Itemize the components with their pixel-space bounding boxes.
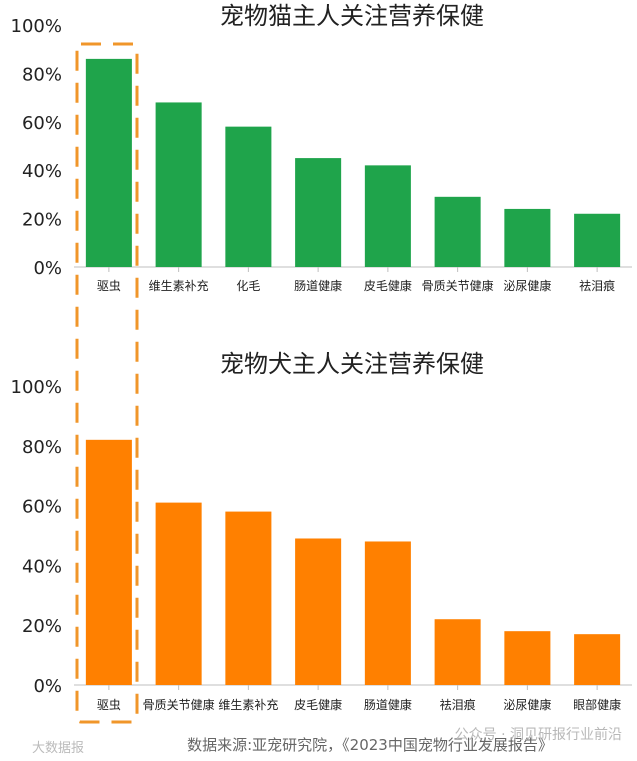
dog-bar [574, 634, 621, 685]
dog-bar [434, 619, 481, 685]
watermark-text: 公众号 · 洞见研报行业前沿 [455, 726, 622, 743]
cat-category-label: 驱虫 [97, 279, 121, 293]
cat-chart-panel: 宠物猫主人关注营养保健 0% 20% 40% 60% 80% 100% 驱虫 维生素补充 化毛 肠… [11, 2, 632, 293]
watermark-logo-text: 大数据报 [32, 741, 84, 756]
dog-ytick-label: 40% [22, 556, 62, 577]
cat-ytick-label: 40% [22, 161, 62, 182]
dog-bar [85, 439, 132, 685]
dog-category-label: 眼部健康 [573, 697, 621, 712]
cat-bar [574, 213, 621, 267]
cat-bar [155, 102, 202, 267]
dog-category-label: 肠道健康 [364, 697, 412, 712]
dog-bar [295, 538, 342, 685]
cat-ytick-label: 0% [33, 258, 62, 279]
cat-category-label: 维生素补充 [149, 278, 209, 293]
cat-bar [85, 58, 132, 267]
dog-category-label: 祛泪痕 [440, 697, 476, 712]
cat-category-label: 化毛 [236, 279, 260, 293]
cat-ytick-label: 80% [22, 64, 62, 85]
cat-ytick-label: 60% [22, 113, 62, 134]
cat-category-label: 骨质关节健康 [422, 278, 494, 293]
dog-category-label: 泌尿健康 [503, 697, 551, 712]
cat-category-label: 皮毛健康 [364, 278, 412, 293]
dog-chart-panel: 宠物犬主人关注营养保健 0% 20% 40% 60% 80% 100% 驱虫 骨质关节健康 维生… [11, 350, 632, 712]
dog-category-label: 皮毛健康 [294, 697, 342, 712]
cat-bar [295, 158, 342, 267]
cat-bar [434, 196, 481, 267]
dog-bar [504, 631, 551, 685]
dog-ytick-label: 20% [22, 616, 62, 637]
dog-chart-title: 宠物犬主人关注营养保健 [220, 350, 484, 378]
cat-ytick-label: 20% [22, 210, 62, 231]
cat-category-label: 祛泪痕 [579, 278, 615, 293]
cat-chart-title: 宠物猫主人关注营养保健 [220, 2, 484, 30]
dog-category-label: 维生素补充 [218, 697, 278, 712]
dog-category-label: 骨质关节健康 [143, 697, 215, 712]
highlight-box [75, 42, 139, 724]
cat-bar [225, 126, 272, 267]
dog-ytick-label: 0% [33, 676, 62, 697]
dog-ytick-label: 60% [22, 497, 62, 518]
dog-bar [155, 502, 202, 685]
cat-ytick-label: 100% [11, 16, 62, 37]
source-note: 数据来源:亚宠研究院，《2023中国宠物行业发展报告》 [187, 736, 553, 754]
dog-bar [364, 541, 411, 685]
dog-bar [225, 511, 272, 685]
dog-ytick-label: 80% [22, 437, 62, 458]
dog-category-label: 驱虫 [97, 698, 121, 712]
cat-category-label: 泌尿健康 [503, 278, 551, 293]
cat-bar [364, 165, 411, 267]
cat-bar [504, 208, 551, 267]
cat-category-label: 肠道健康 [294, 278, 342, 293]
dog-ytick-label: 100% [11, 377, 62, 398]
